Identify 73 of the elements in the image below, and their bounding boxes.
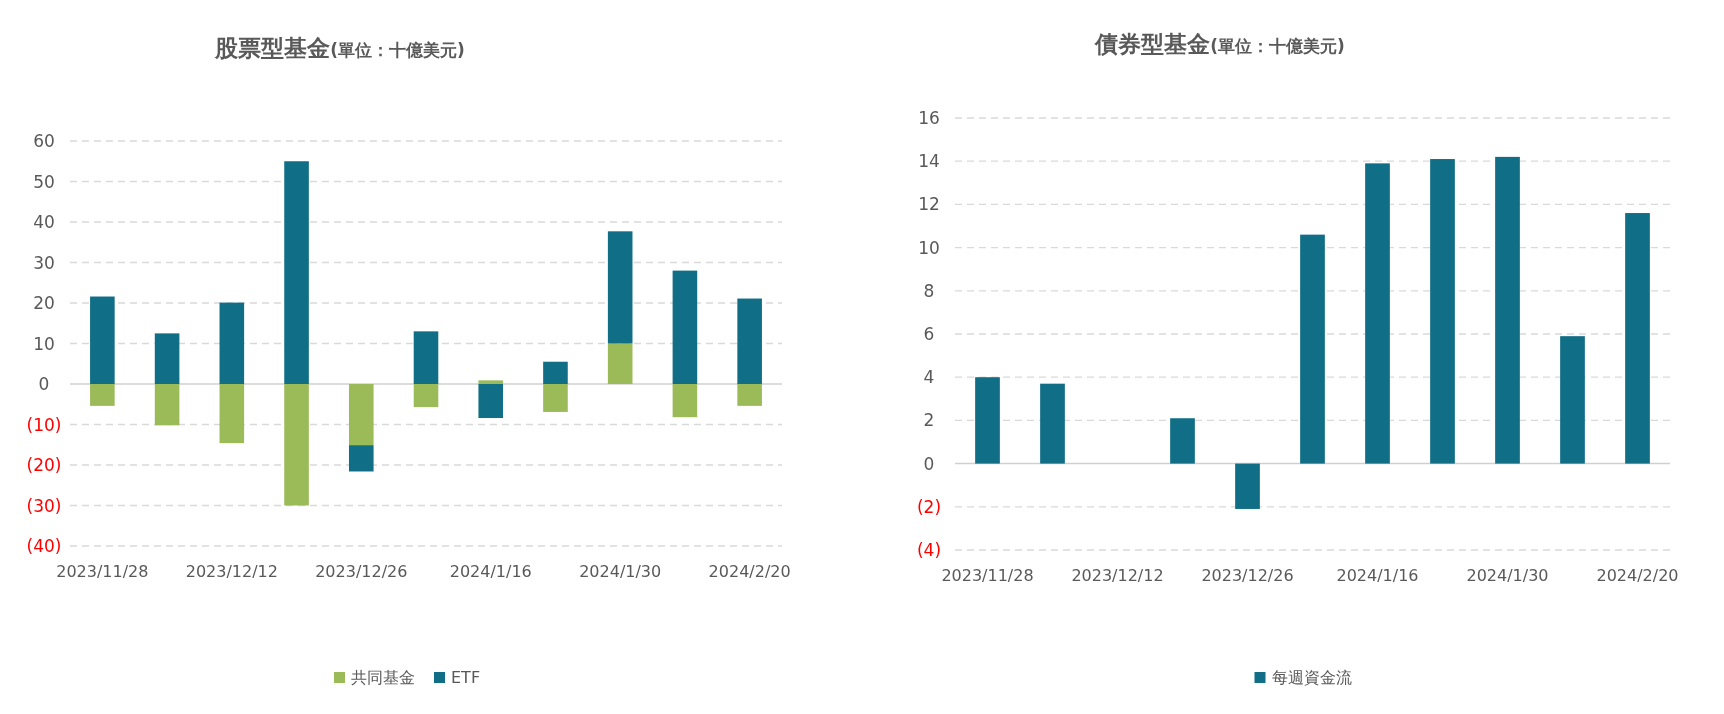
bar [413, 331, 439, 384]
y-tick-label: 8 [923, 280, 935, 301]
chart-title: 股票型基金 [214, 35, 331, 61]
x-tick-label: 2024/2/20 [1596, 566, 1679, 585]
y-tick-label: 4 [923, 367, 935, 388]
y-tick-label: 0 [923, 453, 935, 474]
bar [348, 445, 374, 472]
x-tick-label: 2023/11/28 [941, 566, 1034, 585]
bar [219, 384, 245, 444]
bar [672, 384, 698, 418]
bar [1430, 159, 1455, 464]
bar [1040, 383, 1065, 464]
bar [1495, 156, 1520, 464]
chart-subtitle: (單位：十億美元) [1210, 36, 1345, 56]
y-tick-label: (40) [26, 536, 62, 556]
bar [478, 384, 504, 419]
bar [737, 384, 762, 406]
bar [284, 161, 309, 384]
y-tick-label: (4) [916, 540, 942, 560]
bar [543, 361, 568, 384]
legend-label: 每週資金流 [1271, 668, 1352, 687]
bar [154, 384, 180, 426]
bar [1625, 213, 1650, 464]
y-tick-label: 6 [923, 324, 935, 344]
legend-label: 共同基金 [351, 668, 415, 687]
x-tick-label: 2023/11/28 [56, 562, 149, 581]
bar [1365, 163, 1390, 464]
bar [737, 298, 762, 384]
bar [1560, 336, 1585, 464]
x-tick-label: 2023/12/12 [1071, 566, 1164, 585]
legend-label: ETF [451, 668, 481, 687]
chart-subtitle: (單位：十億美元) [330, 40, 465, 60]
bar [1170, 418, 1195, 464]
y-tick-label: 20 [33, 293, 55, 313]
x-tick-label: 2023/12/12 [185, 562, 278, 581]
bar [1235, 463, 1260, 509]
bar [154, 333, 180, 384]
y-tick-label: 12 [918, 194, 940, 215]
x-tick-label: 2024/1/16 [449, 562, 532, 581]
y-tick-label: 10 [33, 333, 55, 354]
x-tick-label: 2024/2/20 [708, 562, 791, 581]
bar [90, 384, 115, 406]
x-tick-label: 2024/1/30 [579, 562, 662, 581]
bar [672, 270, 698, 384]
y-tick-label: 10 [918, 237, 940, 258]
x-tick-label: 2024/1/30 [1466, 566, 1549, 585]
y-tick-label: 14 [918, 151, 940, 172]
bar [607, 343, 633, 384]
bar [975, 377, 1000, 464]
bar [284, 384, 309, 506]
bar [607, 231, 633, 344]
y-tick-label: 2 [923, 410, 935, 431]
bar [219, 302, 245, 384]
bar [478, 380, 504, 384]
y-tick-label: 40 [33, 212, 55, 232]
bar [1300, 234, 1325, 464]
y-tick-label: (30) [26, 495, 62, 516]
x-tick-label: 2023/12/26 [315, 562, 408, 581]
y-tick-label: (10) [26, 414, 62, 435]
y-tick-label: 60 [33, 131, 55, 151]
chart-title: 債券型基金 [1094, 31, 1211, 57]
y-tick-label: 0 [38, 374, 50, 394]
x-tick-label: 2023/12/26 [1201, 566, 1294, 585]
y-tick-label: 50 [33, 171, 55, 192]
y-tick-label: 16 [918, 108, 940, 128]
bar [543, 384, 568, 412]
x-tick-label: 2024/1/16 [1336, 566, 1419, 585]
y-tick-label: (2) [916, 496, 942, 517]
bar [413, 384, 439, 408]
y-tick-label: 30 [33, 252, 55, 273]
bar [348, 384, 374, 446]
y-tick-label: (20) [26, 455, 62, 475]
bar [90, 296, 115, 384]
